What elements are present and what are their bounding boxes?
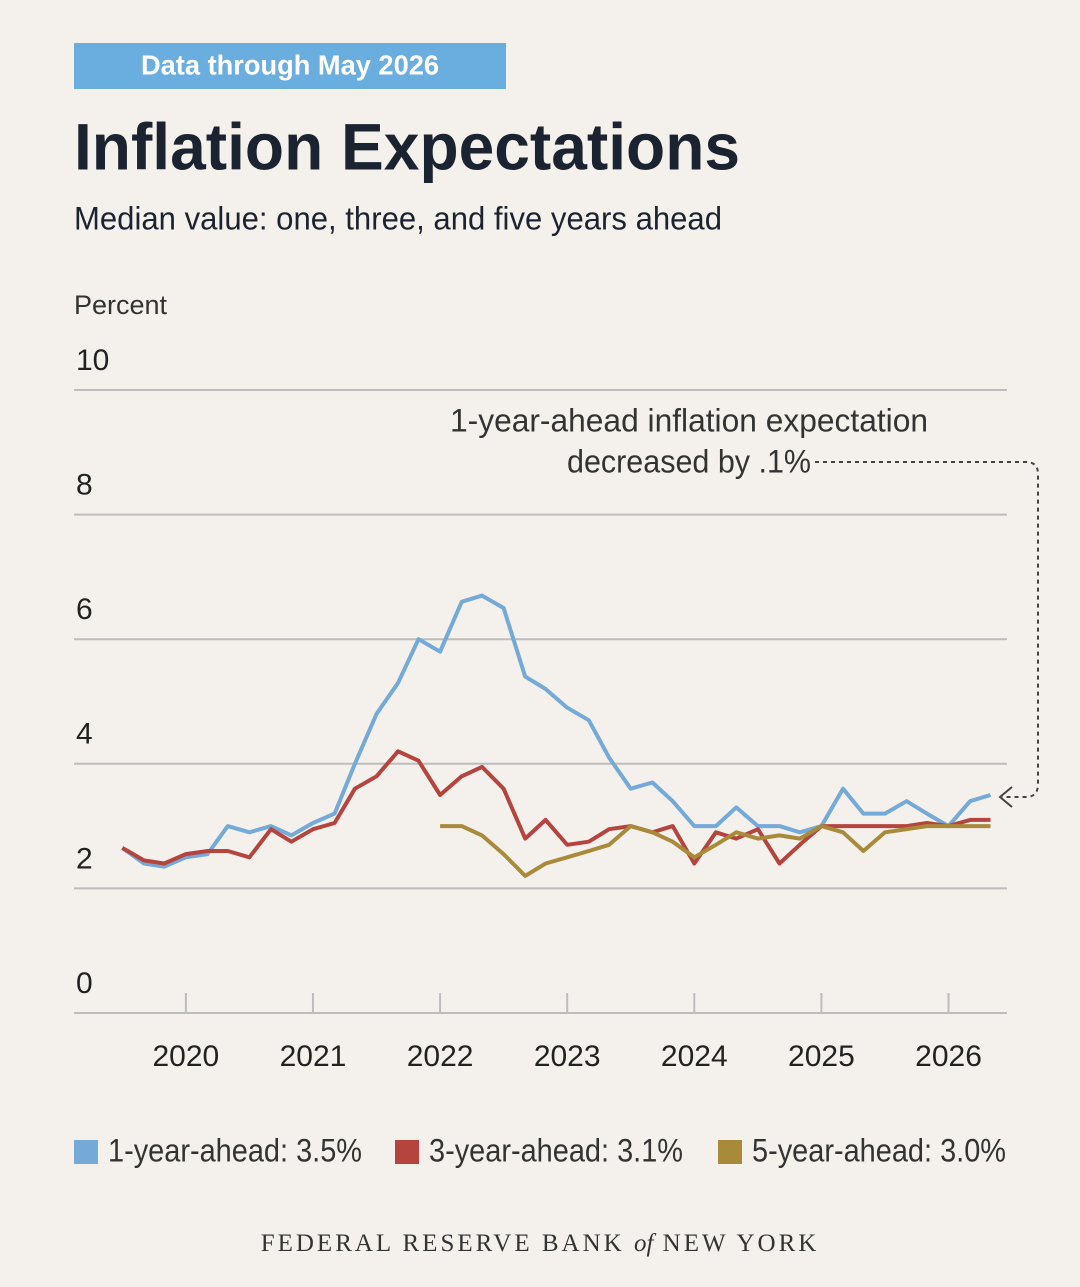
series-line [121,749,991,866]
footer-text: FEDERAL RESERVE BANK [261,1230,625,1257]
y-tick-label: 10 [76,344,109,377]
y-tick-label: 2 [76,842,93,875]
footer-text: of [634,1230,657,1257]
series-line [121,593,992,869]
legend-swatch [395,1140,419,1164]
chart-subtitle: Median value: one, three, and five years… [74,200,722,236]
legend-swatch [74,1140,98,1164]
x-tick-label: 2022 [407,1040,474,1073]
annotation: 1-year-ahead inflation expectation [450,402,928,438]
chart-title: Inflation Expectations [74,109,740,183]
y-tick-label: 8 [76,469,93,502]
badge-bg [74,43,506,89]
y-axis-label: Percent [74,290,168,320]
x-tick-label: 2021 [280,1040,347,1073]
badge: Data through May 2026 [141,49,439,80]
legend-label: 5-year-ahead: 3.0% [752,1132,1006,1168]
x-tick-label: 2025 [788,1040,855,1073]
x-tick-label: 2023 [534,1040,601,1073]
legend-label: 3-year-ahead: 3.1% [429,1132,683,1168]
legend-label: 1-year-ahead: 3.5% [108,1132,362,1168]
series-line [440,824,991,878]
y-tick-label: 6 [76,593,93,626]
annotation: decreased by .1% [567,443,811,479]
x-tick-label: 2024 [661,1040,728,1073]
x-tick-label: 2020 [152,1040,219,1073]
x-tick-label: 2026 [915,1040,982,1073]
footer: FEDERAL RESERVE BANK of NEW YORK [261,1230,820,1257]
y-tick-label: 0 [76,967,93,1000]
legend-swatch [718,1140,742,1164]
annotation-arrow [815,461,1039,798]
footer-text: NEW YORK [663,1230,820,1257]
y-tick-label: 4 [76,718,93,751]
arrow-head [998,786,1013,808]
